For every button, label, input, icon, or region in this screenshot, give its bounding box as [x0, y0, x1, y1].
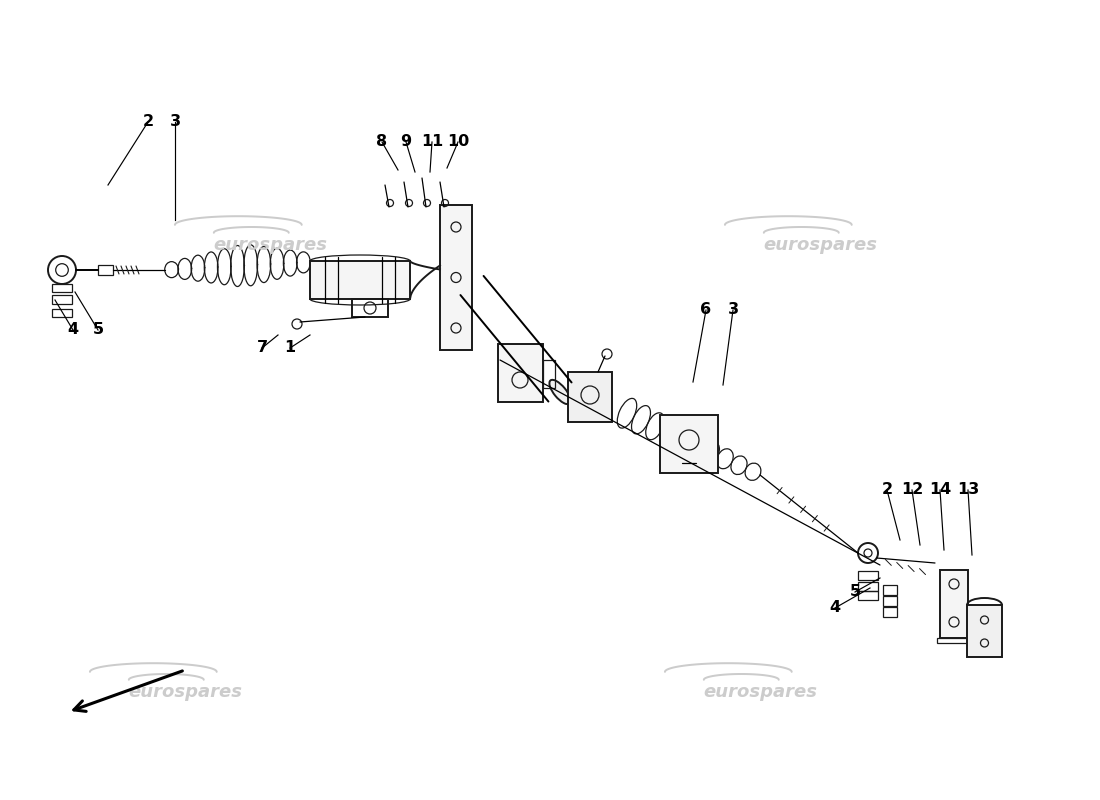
- Bar: [52, 295, 72, 304]
- Text: 11: 11: [421, 134, 443, 150]
- Text: eurospares: eurospares: [128, 683, 242, 701]
- Bar: [883, 607, 896, 617]
- Bar: [858, 571, 878, 580]
- Text: eurospares: eurospares: [213, 236, 327, 254]
- Bar: [440, 205, 472, 350]
- Text: 4: 4: [829, 601, 840, 615]
- Text: 6: 6: [701, 302, 712, 318]
- Bar: [858, 591, 878, 600]
- Bar: [858, 582, 878, 591]
- Text: eurospares: eurospares: [763, 236, 877, 254]
- Bar: [940, 570, 968, 638]
- Bar: [98, 265, 113, 275]
- Text: 14: 14: [928, 482, 952, 498]
- Text: 5: 5: [849, 585, 860, 599]
- Text: 10: 10: [447, 134, 469, 150]
- Text: 4: 4: [67, 322, 78, 338]
- Polygon shape: [568, 372, 612, 422]
- Bar: [52, 284, 72, 292]
- Bar: [883, 585, 896, 595]
- Text: 9: 9: [400, 134, 411, 150]
- Text: 3: 3: [169, 114, 180, 130]
- Bar: [310, 261, 410, 299]
- Text: 8: 8: [376, 134, 387, 150]
- Bar: [352, 299, 388, 317]
- Text: 2: 2: [881, 482, 892, 498]
- Bar: [498, 344, 543, 402]
- Text: 13: 13: [957, 482, 979, 498]
- Ellipse shape: [549, 380, 571, 404]
- Text: 12: 12: [901, 482, 923, 498]
- Bar: [543, 360, 556, 388]
- Bar: [883, 596, 896, 606]
- Text: 3: 3: [727, 302, 738, 318]
- Bar: [937, 638, 971, 643]
- Text: 1: 1: [285, 341, 296, 355]
- Bar: [967, 605, 1002, 657]
- Text: 5: 5: [92, 322, 103, 338]
- Bar: [660, 415, 718, 473]
- Text: 2: 2: [142, 114, 154, 130]
- Bar: [52, 309, 72, 317]
- Text: 7: 7: [256, 341, 267, 355]
- Text: eurospares: eurospares: [703, 683, 817, 701]
